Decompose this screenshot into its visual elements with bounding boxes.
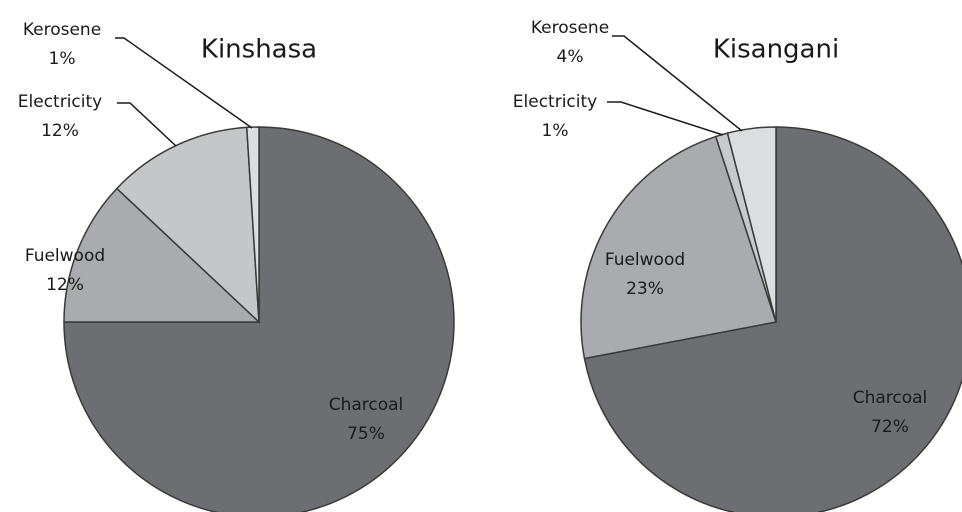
pie-slice (726, 126, 777, 323)
pie-slice (583, 126, 962, 512)
slice-value-label: 23% (626, 279, 664, 299)
slice-value-label: 12% (41, 121, 79, 141)
chart-title: Kisangani (713, 35, 839, 65)
slice-label: Kerosene (23, 20, 101, 40)
slice-value-label: 1% (49, 49, 76, 69)
slice-label: Fuelwood (25, 246, 105, 266)
slice-value-label: 1% (542, 121, 569, 141)
slice-value-label: 75% (347, 424, 385, 444)
chart-title: Kinshasa (201, 35, 317, 65)
leader-line (117, 102, 177, 147)
slice-value-label: 4% (557, 47, 584, 67)
pie-slice (580, 135, 777, 360)
slice-label: Charcoal (329, 395, 404, 415)
slice-label: Charcoal (853, 388, 928, 408)
slice-label: Electricity (18, 92, 102, 112)
leader-line (607, 101, 724, 136)
slice-label: Kerosene (531, 18, 609, 38)
pie-slice (63, 126, 455, 512)
slice-value-label: 12% (46, 275, 84, 295)
slice-value-label: 72% (871, 417, 909, 437)
slice-label: Electricity (513, 92, 597, 112)
slice-label: Fuelwood (605, 250, 685, 270)
pie-slice (245, 126, 260, 323)
pie-slice (63, 187, 261, 323)
leader-line (115, 37, 253, 129)
leader-line (612, 35, 743, 132)
